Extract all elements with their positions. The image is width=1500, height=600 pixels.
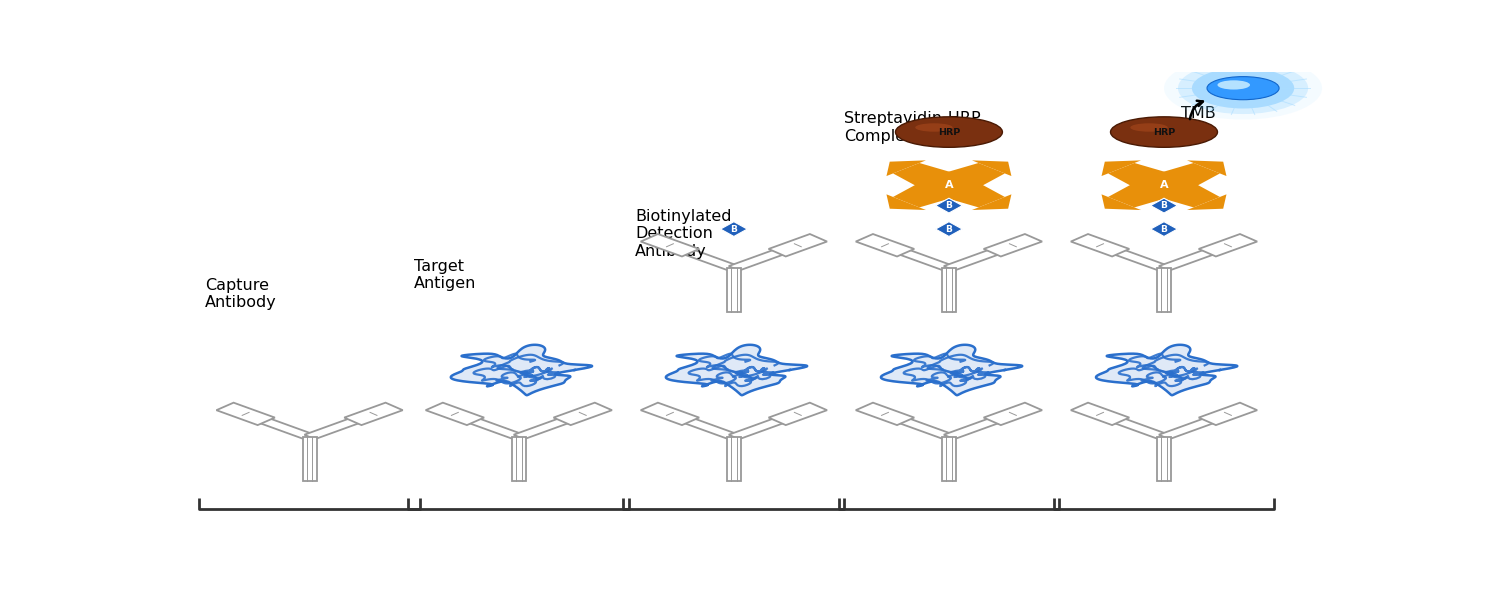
Text: Streptavidin-HRP
Complex: Streptavidin-HRP Complex <box>844 111 981 143</box>
Polygon shape <box>880 412 954 439</box>
Text: A: A <box>1160 180 1168 190</box>
Circle shape <box>1164 57 1322 119</box>
Polygon shape <box>640 403 699 425</box>
Polygon shape <box>666 345 807 395</box>
Polygon shape <box>944 243 1019 271</box>
Polygon shape <box>720 221 747 236</box>
Polygon shape <box>972 194 1011 210</box>
Polygon shape <box>1095 412 1168 439</box>
Ellipse shape <box>1208 77 1280 100</box>
Polygon shape <box>1071 403 1130 425</box>
Polygon shape <box>886 194 926 210</box>
Polygon shape <box>892 163 969 193</box>
Polygon shape <box>880 345 1022 395</box>
Polygon shape <box>936 221 963 236</box>
Polygon shape <box>728 437 741 481</box>
Polygon shape <box>240 412 315 439</box>
Text: B: B <box>945 201 952 210</box>
Polygon shape <box>1101 160 1142 176</box>
Polygon shape <box>1150 198 1178 213</box>
Polygon shape <box>513 412 588 439</box>
Polygon shape <box>928 163 1005 193</box>
Text: A: A <box>945 180 954 190</box>
Text: HRP: HRP <box>1154 128 1174 137</box>
Circle shape <box>1192 68 1294 109</box>
Polygon shape <box>1071 234 1130 256</box>
Polygon shape <box>1150 221 1178 236</box>
Polygon shape <box>1186 194 1227 210</box>
Polygon shape <box>1156 268 1172 312</box>
Text: B: B <box>1161 201 1167 210</box>
Polygon shape <box>944 412 1019 439</box>
Polygon shape <box>856 403 913 425</box>
Polygon shape <box>1160 412 1233 439</box>
Polygon shape <box>972 160 1011 176</box>
Ellipse shape <box>1110 117 1218 148</box>
Polygon shape <box>728 268 741 312</box>
Polygon shape <box>1101 194 1142 210</box>
Polygon shape <box>1108 178 1184 208</box>
Polygon shape <box>984 234 1042 256</box>
Polygon shape <box>1198 403 1257 425</box>
Polygon shape <box>345 403 402 425</box>
Polygon shape <box>1160 243 1233 271</box>
Polygon shape <box>1144 163 1220 193</box>
Text: TMB: TMB <box>1182 106 1216 121</box>
Polygon shape <box>984 403 1042 425</box>
Text: B: B <box>1161 224 1167 233</box>
Polygon shape <box>936 198 963 213</box>
Ellipse shape <box>896 117 1002 148</box>
Polygon shape <box>768 234 826 256</box>
Polygon shape <box>1144 178 1220 208</box>
Polygon shape <box>928 178 1005 208</box>
Polygon shape <box>856 234 913 256</box>
Polygon shape <box>886 160 926 176</box>
Text: Capture
Antibody: Capture Antibody <box>206 278 276 310</box>
Polygon shape <box>942 268 956 312</box>
Polygon shape <box>640 234 699 256</box>
Text: B: B <box>945 224 952 233</box>
Polygon shape <box>452 345 592 395</box>
Polygon shape <box>880 243 954 271</box>
Polygon shape <box>426 403 484 425</box>
Polygon shape <box>768 403 826 425</box>
Circle shape <box>1178 62 1308 114</box>
Text: Biotinylated
Detection
Antibody: Biotinylated Detection Antibody <box>634 209 732 259</box>
Text: Target
Antigen: Target Antigen <box>414 259 477 292</box>
Polygon shape <box>304 412 378 439</box>
Polygon shape <box>1095 243 1168 271</box>
Polygon shape <box>450 412 524 439</box>
Polygon shape <box>512 437 526 481</box>
Polygon shape <box>1108 163 1184 193</box>
Polygon shape <box>303 437 316 481</box>
Polygon shape <box>942 437 956 481</box>
Polygon shape <box>892 178 969 208</box>
Polygon shape <box>1096 345 1238 395</box>
Polygon shape <box>216 403 274 425</box>
Polygon shape <box>554 403 612 425</box>
Ellipse shape <box>1131 123 1167 131</box>
Text: B: B <box>730 224 738 233</box>
Ellipse shape <box>1218 80 1249 89</box>
Polygon shape <box>664 412 740 439</box>
Text: HRP: HRP <box>938 128 960 137</box>
Polygon shape <box>1186 160 1227 176</box>
Polygon shape <box>729 243 803 271</box>
Polygon shape <box>1198 234 1257 256</box>
Polygon shape <box>729 412 803 439</box>
Polygon shape <box>1156 437 1172 481</box>
Polygon shape <box>664 243 740 271</box>
Ellipse shape <box>915 123 952 131</box>
